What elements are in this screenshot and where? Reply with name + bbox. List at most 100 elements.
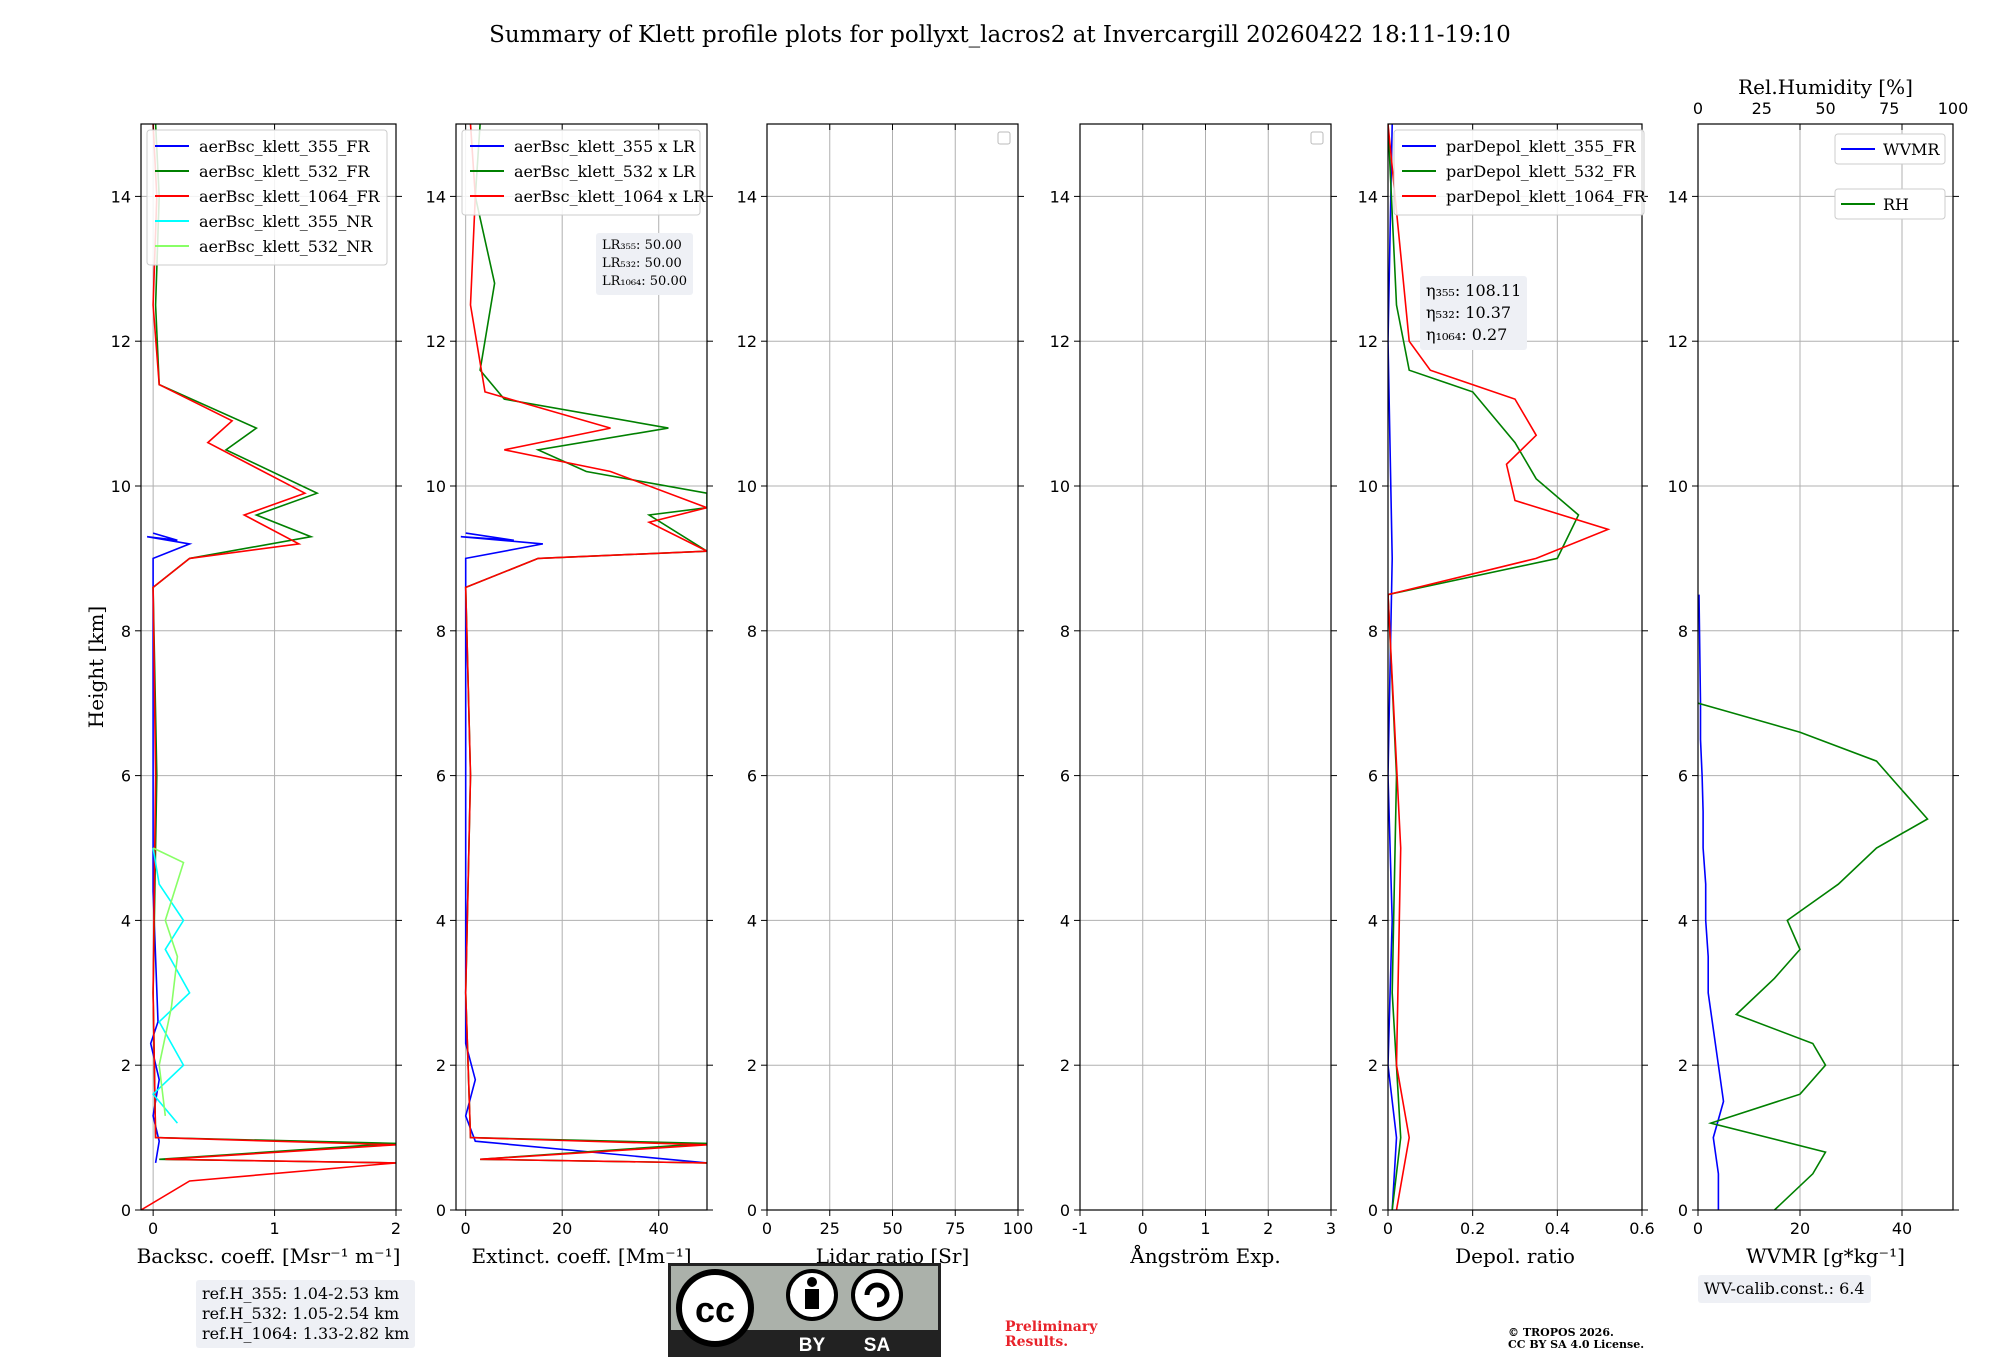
legend-label: aerBsc_klett_1064 x LR [514, 187, 706, 206]
cc-letters: cc [695, 1289, 735, 1330]
y-tick-label: 14 [1668, 187, 1688, 206]
top-axis-label: Rel.Humidity [%] [1738, 75, 1913, 99]
panel-frame [1697, 123, 1954, 1211]
x-tick-label: -1 [1072, 1219, 1088, 1238]
y-tick-label: 4 [121, 911, 131, 930]
eta-532: η₅₃₂: 10.37 [1426, 303, 1512, 322]
ref-height-box: ref.H_355: 1.04-2.53 km ref.H_532: 1.05-… [196, 1280, 416, 1348]
series-line-aerBsc_klett_355_NR [152, 847, 191, 1124]
legend-label: RH [1883, 195, 1909, 214]
x-tick-label: 0 [1383, 1219, 1393, 1238]
top-tick-label: 25 [1752, 99, 1772, 118]
cc-icon [676, 1269, 754, 1347]
preliminary-note: Preliminary Results. [1005, 1320, 1097, 1350]
y-tick-label: 6 [121, 767, 131, 786]
y-tick-label: 8 [747, 622, 757, 641]
x-tick-label: 0 [1138, 1219, 1148, 1238]
series-line-aerBsc_klett_532_NR [152, 847, 185, 1116]
series-line-parDepol_klett_355_FR [1388, 124, 1398, 1210]
y-tick-label: 2 [1060, 1056, 1070, 1075]
legend-label: aerBsc_klett_1064_FR [199, 187, 381, 206]
y-tick-label: 8 [436, 622, 446, 641]
x-axis-label: Depol. ratio [1455, 1244, 1575, 1268]
legend-label: WVMR [1883, 140, 1940, 159]
x-axis-label: Extinct. coeff. [Mm⁻¹] [471, 1244, 691, 1268]
x-tick-label: 0 [461, 1219, 471, 1238]
y-tick-label: 10 [737, 477, 757, 496]
y-tick-label: 14 [426, 187, 446, 206]
x-tick-label: 1 [269, 1219, 279, 1238]
x-tick-label: 3 [1326, 1219, 1336, 1238]
legend-label: aerBsc_klett_355_NR [199, 212, 373, 231]
y-tick-label: 12 [737, 332, 757, 351]
copyright-note: © TROPOS 2026. CC BY SA 4.0 License. [1508, 1327, 1644, 1351]
panel-frame [455, 123, 708, 1211]
y-tick-label: 2 [436, 1056, 446, 1075]
x-tick-label: 0.4 [1545, 1219, 1570, 1238]
y-tick-label: 0 [747, 1201, 757, 1220]
y-tick-label: 8 [121, 622, 131, 641]
y-tick-label: 10 [111, 477, 131, 496]
y-tick-label: 8 [1368, 622, 1378, 641]
y-tick-label: 6 [1060, 767, 1070, 786]
y-tick-label: 0 [1060, 1201, 1070, 1220]
series-line-aerBsc_klett_355_FR [146, 532, 193, 1164]
sa-label: SA [864, 1335, 891, 1356]
legend-label: aerBsc_klett_355_FR [199, 137, 370, 156]
top-tick-label: 100 [1938, 99, 1969, 118]
y-tick-label: 2 [1678, 1056, 1688, 1075]
y-tick-label: 10 [1358, 477, 1378, 496]
y-tick-label: 14 [1050, 187, 1070, 206]
series-line-aerBsc_klett_1064_FR [141, 124, 396, 1210]
y-tick-label: 0 [1368, 1201, 1378, 1220]
y-tick-label: 0 [436, 1201, 446, 1220]
y-tick-label: 12 [111, 332, 131, 351]
legend-label: parDepol_klett_1064_FR [1446, 187, 1647, 206]
y-tick-label: 12 [1358, 332, 1378, 351]
copyright-line1: © TROPOS 2026. [1508, 1326, 1614, 1339]
top-tick-label: 75 [1879, 99, 1899, 118]
y-tick-label: 12 [1668, 332, 1688, 351]
lr-1064: LR₁₀₆₄: 50.00 [602, 274, 687, 289]
x-tick-label: 20 [552, 1219, 572, 1238]
x-tick-label: 2 [1263, 1219, 1273, 1238]
wv-calib-box: WV-calib.const.: 6.4 [1698, 1275, 1871, 1303]
x-tick-label: 0.6 [1629, 1219, 1654, 1238]
eta-box: η₃₅₅: 108.11 η₅₃₂: 10.37 η₁₀₆₄: 0.27 [1420, 276, 1528, 350]
y-tick-label: 2 [747, 1056, 757, 1075]
y-axis-label: Height [km] [84, 606, 108, 728]
x-axis-label: Backsc. coeff. [Msr⁻¹ m⁻¹] [137, 1244, 401, 1268]
by-body [805, 1289, 819, 1309]
legend-box [1393, 129, 1645, 216]
x-tick-label: 2 [391, 1219, 401, 1238]
empty-legend [1310, 131, 1324, 145]
legend-label: parDepol_klett_355_FR [1446, 137, 1637, 156]
y-tick-label: 12 [1050, 332, 1070, 351]
sa-icon [851, 1269, 903, 1321]
y-tick-label: 4 [747, 911, 757, 930]
series-line-parDepol_klett_532_FR [1388, 124, 1580, 1210]
x-tick-label: 100 [1003, 1219, 1034, 1238]
lr-532: LR₅₃₂: 50.00 [602, 256, 682, 271]
legend-box [1834, 133, 1946, 165]
by-label: BY [799, 1335, 826, 1356]
eta-1064: η₁₀₆₄: 0.27 [1426, 325, 1508, 344]
y-tick-label: 4 [1368, 911, 1378, 930]
x-tick-label: 0 [762, 1219, 772, 1238]
panel-frame [140, 123, 397, 1211]
top-tick-label: 50 [1815, 99, 1835, 118]
x-tick-label: 40 [649, 1219, 669, 1238]
y-tick-label: 4 [1678, 911, 1688, 930]
series-line-aerBsc_klett_1064 x LR [464, 124, 707, 1164]
series-line-WVMR [1698, 594, 1725, 1210]
sa-arrow [864, 1282, 890, 1308]
y-tick-label: 6 [1678, 767, 1688, 786]
legend-box [146, 129, 388, 266]
y-tick-label: 10 [1668, 477, 1688, 496]
ref-height-1064: ref.H_1064: 1.33-2.82 km [202, 1324, 410, 1343]
empty-legend [997, 131, 1011, 145]
series-line-RH [1698, 702, 1929, 1210]
wv-calib-const: WV-calib.const.: 6.4 [1704, 1279, 1865, 1298]
legend-box [1834, 188, 1946, 220]
legend-label: aerBsc_klett_532_NR [199, 237, 373, 256]
